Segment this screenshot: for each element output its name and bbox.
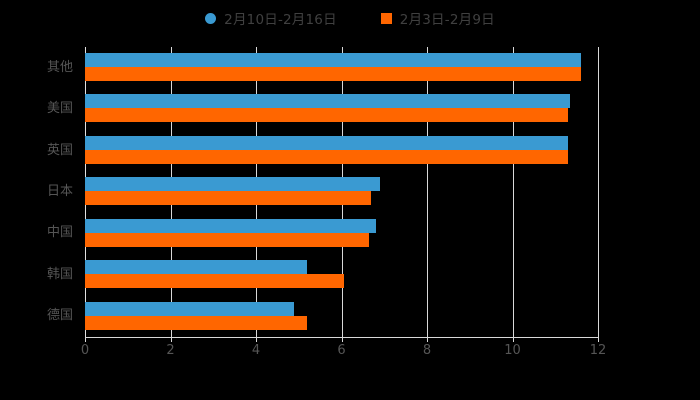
bar[interactable] bbox=[85, 191, 372, 206]
bar[interactable] bbox=[85, 108, 569, 123]
y-axis-tick-label: 其他 bbox=[46, 59, 73, 75]
x-axis-tick-label: 12 bbox=[589, 343, 607, 358]
x-axis-tick bbox=[512, 337, 514, 342]
bar-group bbox=[85, 296, 598, 337]
y-axis-tick-label: 中国 bbox=[46, 225, 73, 241]
y-axis-tick-label: 英国 bbox=[46, 142, 73, 158]
bar[interactable] bbox=[85, 149, 569, 164]
bar[interactable] bbox=[85, 315, 308, 330]
legend-item-series-1[interactable]: 2月10日-2月16日 bbox=[205, 8, 337, 28]
bar[interactable] bbox=[85, 135, 569, 150]
x-axis-tick bbox=[427, 337, 428, 342]
legend-label-series-1: 2月10日-2月16日 bbox=[224, 12, 337, 28]
x-axis-tick bbox=[256, 337, 257, 342]
legend-marker-circle-icon bbox=[205, 12, 217, 24]
plot-area bbox=[85, 47, 599, 337]
bar-group bbox=[85, 171, 598, 212]
gridline bbox=[427, 47, 428, 337]
bar-group bbox=[85, 130, 598, 171]
bar[interactable] bbox=[85, 177, 380, 192]
x-axis-tick-label: 6 bbox=[337, 343, 346, 358]
x-axis-tick-label: 0 bbox=[80, 343, 90, 358]
x-axis-tick bbox=[598, 337, 599, 342]
legend-item-series-2[interactable]: 2月3日-2月9日 bbox=[380, 8, 495, 28]
bar[interactable] bbox=[85, 94, 571, 109]
bar-group bbox=[85, 213, 598, 254]
y-axis-tick-label: 德国 bbox=[46, 308, 73, 324]
gridline bbox=[598, 47, 599, 337]
bar[interactable] bbox=[85, 218, 376, 233]
x-axis: 0 2 4 6 8 10 12 bbox=[81, 337, 606, 367]
bar[interactable] bbox=[85, 301, 295, 316]
x-axis-tick-label: 10 bbox=[504, 343, 521, 358]
bar[interactable] bbox=[85, 274, 344, 289]
y-axis-tick-label: 美国 bbox=[46, 101, 73, 117]
x-axis-tick-label: 4 bbox=[251, 343, 261, 358]
y-axis-labels: 其他美国英国日本中国韩国德国 bbox=[0, 47, 73, 337]
bar[interactable] bbox=[85, 67, 581, 81]
bar[interactable] bbox=[85, 260, 308, 275]
x-axis-tick-label: 2 bbox=[166, 343, 175, 358]
legend-label-series-2: 2月3日-2月9日 bbox=[399, 12, 495, 28]
chart-legend: 2月10日-2月16日 2月3日-2月9日 bbox=[0, 8, 700, 28]
x-axis-tick bbox=[85, 337, 86, 342]
x-axis-tick-label: 8 bbox=[422, 343, 432, 358]
x-axis-tick bbox=[341, 337, 343, 342]
gridline bbox=[512, 47, 514, 337]
x-axis-tick bbox=[170, 337, 172, 342]
bar-group bbox=[85, 254, 598, 295]
bar-group bbox=[85, 88, 598, 129]
bar[interactable] bbox=[85, 232, 370, 247]
legend-marker-square-icon bbox=[380, 12, 392, 24]
y-axis-tick-label: 日本 bbox=[46, 184, 73, 199]
bar[interactable] bbox=[85, 53, 581, 67]
y-axis-tick-label: 韩国 bbox=[46, 266, 73, 282]
bar-group bbox=[85, 47, 598, 88]
